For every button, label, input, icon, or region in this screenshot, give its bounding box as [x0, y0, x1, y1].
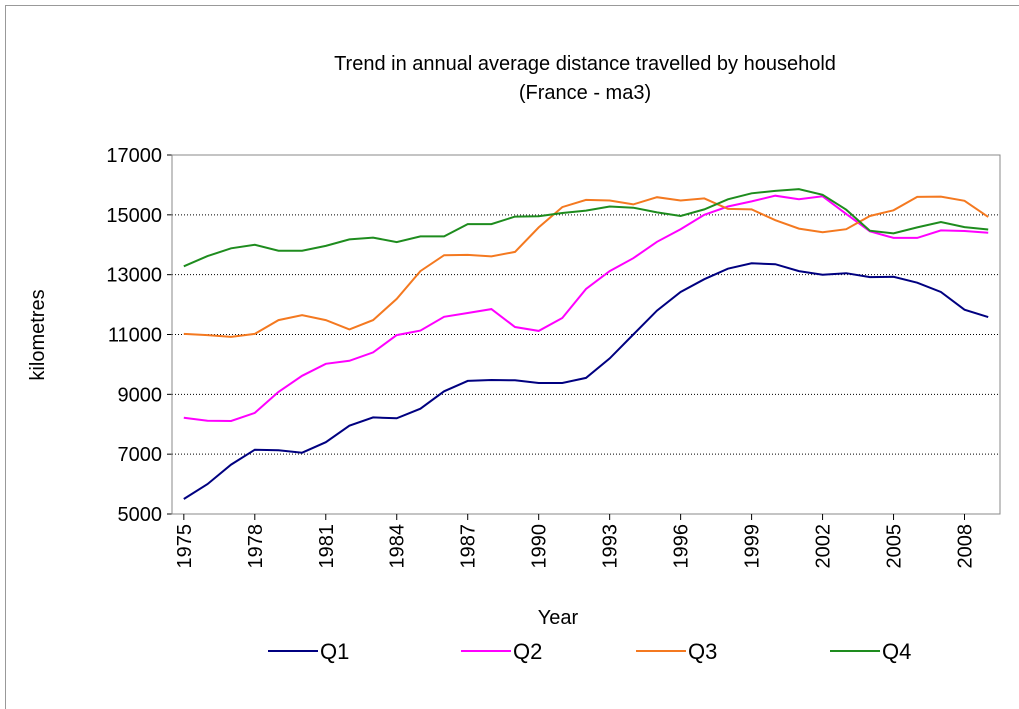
- x-tick-label: 1990: [529, 524, 551, 569]
- x-tick-label: 1978: [245, 524, 267, 569]
- y-tick-label: 9000: [118, 384, 163, 406]
- legend-label: Q1: [320, 639, 349, 664]
- x-axis-label: Year: [538, 607, 579, 629]
- series-line: [183, 262, 989, 500]
- series-line: [183, 194, 989, 423]
- y-tick-label: 15000: [106, 205, 162, 227]
- x-tick-label: 1975: [174, 524, 196, 569]
- y-tick-label: 7000: [118, 444, 163, 466]
- chart-title: Trend in annual average distance travell…: [334, 53, 836, 75]
- x-tick-label: 1996: [671, 524, 693, 569]
- series-line: [183, 188, 989, 268]
- legend-label: Q4: [882, 639, 911, 664]
- x-tick-label: 2005: [884, 524, 906, 569]
- series-line: [183, 195, 989, 338]
- chart-subtitle: (France - ma3): [519, 82, 651, 104]
- x-tick-label: 1981: [316, 524, 338, 569]
- chart-border: [5, 5, 1019, 709]
- plot-border: [171, 154, 1001, 515]
- y-tick-label: 5000: [118, 504, 163, 526]
- x-tick-label: 2008: [955, 524, 977, 569]
- x-tick-label: 2002: [813, 524, 835, 569]
- x-tick-label: 1987: [458, 524, 480, 569]
- legend-label: Q3: [688, 639, 717, 664]
- x-tick-label: 1993: [600, 524, 622, 569]
- x-tick-label: 1999: [742, 524, 764, 569]
- y-tick-label: 11000: [108, 325, 162, 347]
- y-tick-label: 13000: [106, 265, 162, 287]
- legend-label: Q2: [513, 639, 542, 664]
- x-tick-label: 1984: [387, 524, 409, 569]
- y-tick-label: 17000: [106, 145, 162, 167]
- y-axis-label: kilometres: [27, 289, 49, 380]
